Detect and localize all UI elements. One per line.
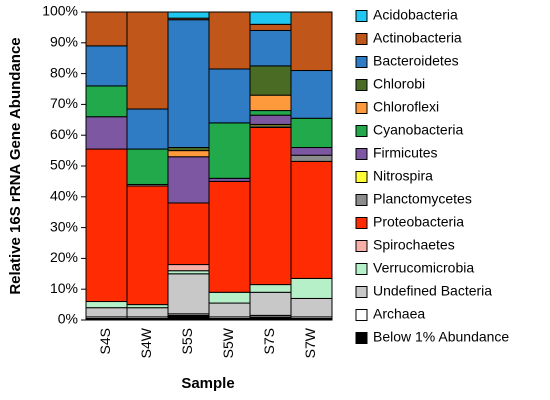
legend-swatch [355,309,368,321]
bar-segment [249,114,292,125]
y-tick-label: 60% [50,126,78,142]
bar-segment [208,180,251,293]
legend-label: Chlorobi [373,76,425,92]
y-tick-label: 20% [50,249,78,265]
bar-segment [126,148,169,185]
legend-label: Bacteroidetes [373,53,459,69]
legend-swatch [355,171,368,183]
legend-label: Acidobacteria [373,7,458,23]
legend-swatch [355,56,368,68]
x-tick-label: S4S [97,328,113,354]
y-tick-label: 30% [50,218,78,234]
legend-label: Planctomycetes [373,191,472,207]
y-tick-label: 0% [58,311,78,327]
bar-segment [126,185,169,306]
x-tick-labels: S4S S4W S5S S5W S7S S7W [97,327,318,358]
legend-label: Actinobacteria [373,30,462,46]
legend-swatch [355,217,368,229]
bar-segment [85,45,128,87]
bar-segment [126,11,169,110]
bar-segment [249,284,292,293]
bar-segment [85,148,128,303]
legend-label: Cyanobacteria [373,122,463,138]
legend-swatch [355,194,368,206]
legend-label: Firmicutes [373,145,438,161]
legend-swatch [355,286,368,298]
y-tick-label: 70% [50,95,78,111]
bar-segment [85,11,128,47]
y-tick-label: 90% [50,34,78,50]
bar-segment [85,116,128,150]
legend-swatch [355,332,368,344]
bar-segment [249,65,292,96]
bar-segment [249,29,292,67]
y-axis-title: Relative 16S rRNA Gene Abundance [7,37,24,294]
bar-segment [290,117,333,149]
bar-segment [249,110,292,116]
legend-swatch [355,33,368,45]
bar-segment [290,160,333,279]
y-tick-label: 50% [50,157,78,173]
x-tick-label: S5S [179,328,195,354]
bar-segment [167,156,210,204]
bar-segment [85,301,128,309]
y-tick-label: 40% [50,188,78,204]
bar-segment [249,291,292,316]
bars [85,11,333,321]
bar-segment [126,108,169,150]
legend-swatch [355,125,368,137]
bar-segment [85,85,128,118]
bar-segment [167,202,210,266]
legend-swatch [355,263,368,275]
y-axis-ticks: 0% 10% 20% 30% 40% 50% 60% 70% 80% 90% 100% [42,3,86,327]
y-tick-label: 100% [42,3,78,19]
bar-segment [126,307,169,318]
bar-segment [249,23,292,31]
legend-swatch [355,148,368,160]
bar-segment [208,122,251,179]
bar-segment [249,94,292,112]
legend-swatch [355,240,368,252]
legend: Acidobacteria Actinobacteria Bacteroidetes… [355,7,509,345]
bar-segment [208,291,251,304]
legend-label: Proteobacteria [373,214,464,230]
bar-segment [290,70,333,119]
legend-label: Below 1% Abundance [373,329,509,345]
legend-label: Chloroflexi [373,99,439,115]
legend-swatch [355,102,368,114]
bar-segment [208,302,251,318]
bar-segment [167,150,210,158]
x-tick-label: S7S [261,328,277,354]
legend-label: Nitrospira [373,168,433,184]
bar-segment [167,264,210,272]
legend-label: Undefined Bacteria [373,283,492,299]
legend-swatch [355,10,368,22]
y-tick-label: 10% [50,280,78,296]
legend-swatch [355,79,368,91]
bar-segment [290,147,333,156]
bar-segment [167,314,210,321]
bar-segment [290,297,333,318]
legend-label: Spirochaetes [373,237,455,253]
bar-segment [208,68,251,124]
x-tick-label: S7W [302,327,318,358]
bar-segment [167,19,210,149]
x-axis-title: Sample [181,375,234,392]
bar-segment [208,11,251,70]
bar-segment [290,277,333,299]
bar-segment [249,127,292,286]
legend-label: Archaea [373,306,425,322]
bar-segment [290,154,333,162]
x-tick-label: S5W [220,327,236,358]
y-tick-label: 80% [50,64,78,80]
bar-segment [167,11,210,19]
bar-segment [167,273,210,315]
bar-segment [290,11,333,72]
bar-segment [85,307,128,318]
legend-label: Verrucomicrobia [373,260,474,276]
axes [85,12,332,321]
x-tick-label: S4W [138,327,154,358]
bar-segment [249,11,292,25]
